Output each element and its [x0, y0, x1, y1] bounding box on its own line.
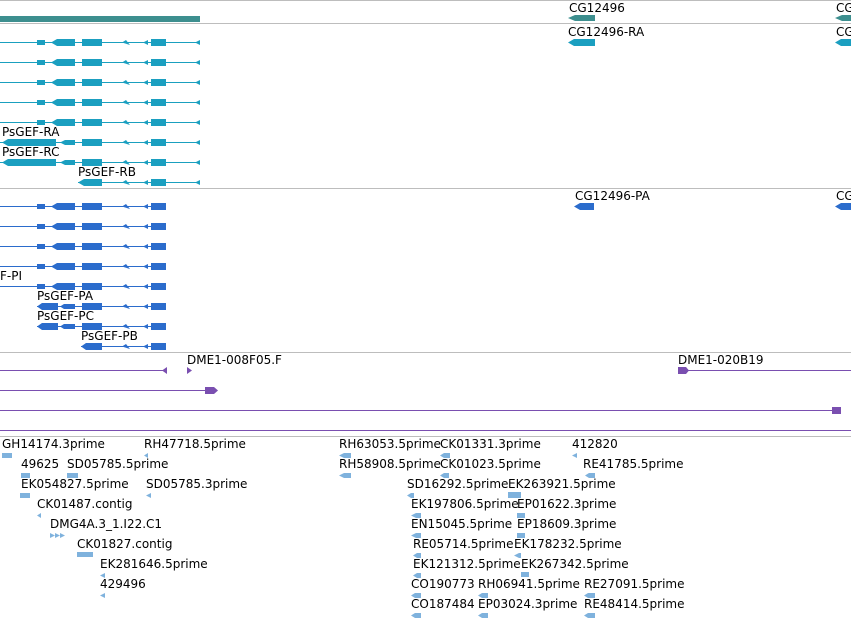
- est-label: EK281646.5prime: [100, 557, 208, 571]
- est-label: EK178232.5prime: [514, 537, 622, 551]
- transcript-label: PsGEF-RB: [78, 165, 136, 179]
- transcript-label: PsGEF-RA: [2, 125, 60, 139]
- protein-label: PsGEF-PB: [81, 329, 138, 343]
- est-label: RE41785.5prime: [583, 457, 684, 471]
- track-separator: [0, 23, 851, 24]
- protein-label: PsGEF-PA: [37, 289, 94, 303]
- transcript-label: CG: [836, 25, 851, 39]
- est-label: EK197806.5prime: [411, 497, 519, 511]
- protein-models[interactable]: [0, 0, 851, 360]
- est-label: RH06941.5prime: [478, 577, 580, 591]
- est-label: RH63053.5prime: [339, 437, 441, 451]
- track-separator: [0, 436, 851, 437]
- track-separator: [0, 0, 851, 1]
- est-label: RH58908.5prime: [339, 457, 441, 471]
- transcript-row: [0, 59, 200, 66]
- dme-label: DME1-020B19: [678, 353, 764, 367]
- gene-label: CG12496: [569, 1, 625, 15]
- protein-row: [37, 303, 166, 310]
- transcript-row: [0, 139, 200, 146]
- est-label: EN15045.5prime: [411, 517, 513, 531]
- est-label: CK01023.5prime: [440, 457, 541, 471]
- est-label: SD16292.5prime: [407, 477, 509, 491]
- transcript-row: [0, 79, 200, 86]
- est-label: 412820: [572, 437, 618, 451]
- transcript-row: [78, 179, 200, 186]
- transcript-row: [568, 39, 851, 46]
- transcript-row: [0, 119, 200, 126]
- gene-feature-cg12496[interactable]: [0, 0, 851, 30]
- dme-features[interactable]: [0, 0, 851, 440]
- est-label: EK121312.5prime: [413, 557, 521, 571]
- protein-label: F-PI: [0, 269, 23, 283]
- est-label: CK01331.3prime: [440, 437, 541, 451]
- est-label: EK263921.5prime: [508, 477, 616, 491]
- est-label: EK267342.5prime: [521, 557, 629, 571]
- est-label: CK01487.contig: [37, 497, 133, 511]
- protein-row: [0, 223, 166, 230]
- est-label: RH47718.5prime: [144, 437, 246, 451]
- est-label: DMG4A.3_1.I22.C1: [50, 517, 163, 531]
- est-label: EP01622.3prime: [517, 497, 617, 511]
- transcript-row: [0, 159, 200, 166]
- est-label: CO187484: [411, 597, 475, 611]
- transcript-label: PsGEF-RC: [2, 145, 60, 159]
- protein-row: [81, 343, 166, 350]
- protein-label: CG: [836, 189, 851, 203]
- est-label: SD05785.5prime: [67, 457, 169, 471]
- track-separator: [0, 352, 851, 353]
- est-label: EP03024.3prime: [478, 597, 578, 611]
- transcript-row: [0, 39, 200, 46]
- protein-label: PsGEF-PC: [37, 309, 95, 323]
- est-label: GH14174.3prime: [2, 437, 105, 451]
- gene-feature-psgef[interactable]: [0, 16, 200, 22]
- est-label: 49625: [21, 457, 60, 471]
- transcript-row: [0, 99, 200, 106]
- transcript-models[interactable]: [0, 0, 851, 190]
- est-label: RE05714.5prime: [413, 537, 514, 551]
- est-label: RE48414.5prime: [584, 597, 685, 611]
- est-label: RE27091.5prime: [584, 577, 685, 591]
- protein-row: [574, 203, 851, 210]
- est-label: CK01827.contig: [77, 537, 173, 551]
- protein-row: [0, 283, 166, 290]
- protein-row: [0, 263, 166, 270]
- est-label: CO190773: [411, 577, 475, 591]
- dme-label: DME1-008F05.F: [187, 353, 282, 367]
- est-label: SD05785.3prime: [146, 477, 248, 491]
- track-separator: [0, 188, 851, 189]
- est-label: EK054827.5prime: [21, 477, 129, 491]
- protein-label: CG12496-PA: [575, 189, 650, 203]
- gene-label: CG: [836, 1, 851, 15]
- protein-row: [37, 323, 166, 330]
- est-label: EP18609.3prime: [517, 517, 617, 531]
- protein-row: [0, 203, 166, 210]
- est-label: 429496: [100, 577, 146, 591]
- transcript-label: CG12496-RA: [568, 25, 645, 39]
- protein-row: [0, 243, 166, 250]
